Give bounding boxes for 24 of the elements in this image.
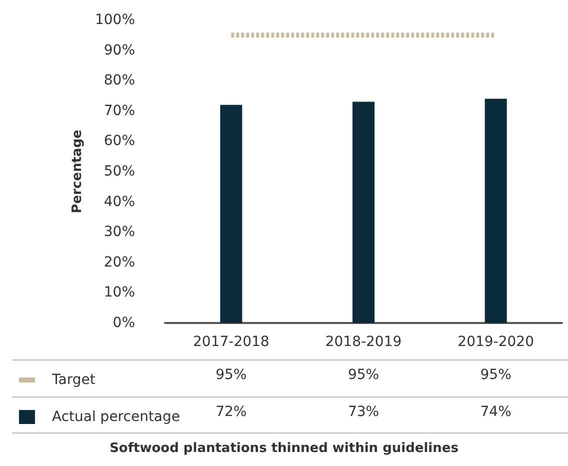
y-tick-label: 50% (104, 164, 135, 180)
data-label: 95% (216, 367, 247, 383)
y-tick-label: 20% (104, 254, 135, 270)
y-tick-label: 60% (104, 133, 135, 150)
x-tick-label: 2019-2020 (458, 334, 534, 350)
y-tick-label: 0% (112, 315, 135, 331)
data-label: 95% (480, 367, 512, 383)
y-tick-label: 90% (104, 42, 135, 58)
y-tick-label: 30% (104, 224, 135, 240)
legend-label: Actual percentage (52, 409, 180, 425)
data-label: 74% (480, 404, 512, 420)
legend-label: Target (51, 372, 96, 388)
y-tick-label: 40% (104, 194, 135, 210)
data-label: 73% (348, 404, 380, 420)
y-tick-label: 100% (94, 12, 135, 28)
y-tick-label: 10% (104, 284, 135, 301)
data-label: 72% (216, 404, 247, 420)
x-tick-label: 2018-2019 (325, 334, 402, 350)
y-axis-title: Percentage (70, 130, 86, 214)
x-tick-label: 2017-2018 (193, 334, 270, 350)
y-tick-label: 80% (104, 72, 135, 89)
data-label: 95% (348, 367, 380, 383)
y-tick-label: 70% (104, 102, 135, 119)
text: Softwood plantations thinned within guidelines (110, 441, 459, 456)
